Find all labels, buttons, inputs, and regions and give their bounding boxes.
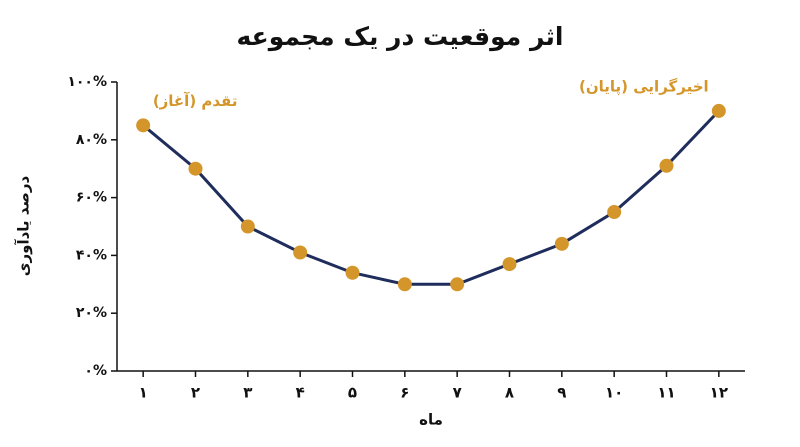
x-tick-label: ۵ [348,384,357,402]
y-tick-label: ۱۰۰% [67,74,107,90]
x-axis-label: ماه [419,411,443,429]
x-tick-label: ۳ [243,384,252,402]
x-tick-label: ۴ [296,384,305,402]
marker [711,103,726,118]
x-tick-label: ۸ [505,384,514,402]
marker [502,257,517,272]
marker [659,158,674,173]
x-tick-label: ۶ [400,384,409,402]
marker [188,161,203,176]
x-tick-label: ۱۱ [657,384,675,402]
y-tick-label: ۶۰% [76,190,107,206]
x-tick-label: ۷ [453,384,462,402]
marker [345,265,360,280]
y-tick-label: ۸۰% [76,132,107,148]
x-tick-label: ۱۲ [710,384,728,402]
marker [450,277,465,292]
marker [293,245,308,260]
x-tick-label: ۱۰ [605,384,623,402]
marker [397,277,412,292]
marker [136,118,151,133]
y-axis-label: درصد یادآوری [15,175,33,276]
line [142,109,720,286]
marker [240,219,255,234]
annotation: تقدم (آغاز) [153,92,238,110]
y-tick-label: ۲۰% [76,305,107,321]
marker [607,205,622,220]
x-tick-label: ۱ [139,384,148,402]
chart-title: اثر موقعیت در یک مجموعه [236,22,563,52]
annotation: اخیرگرایی (پایان) [579,77,709,96]
marker [554,236,569,251]
x-tick-label: ۲ [191,384,200,402]
y-tick-label: ۰% [84,363,107,379]
x-tick-label: ۹ [557,384,566,402]
y-tick-label: ۴۰% [76,247,107,263]
